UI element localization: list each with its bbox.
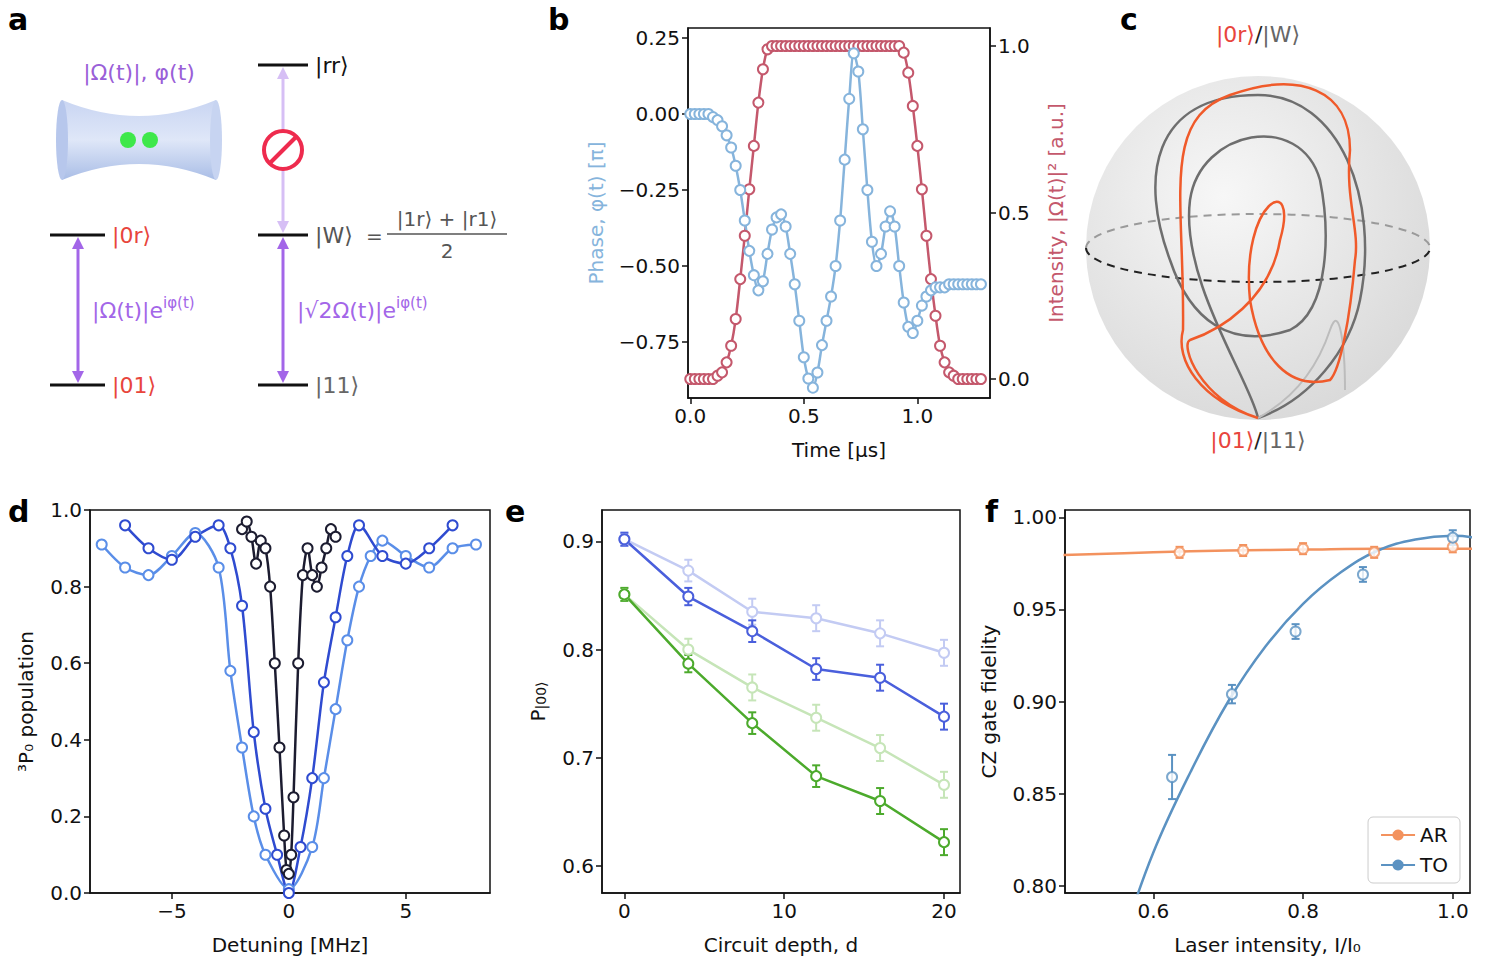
svg-text:0.8: 0.8 [50,575,82,599]
svg-text:Laser intensity, I/I₀: Laser intensity, I/I₀ [1174,933,1361,957]
svg-text:Circuit depth, d: Circuit depth, d [704,933,858,957]
svg-text:−5: −5 [157,899,186,923]
svg-text:Intensity, |Ω(t)|² [a.u.]: Intensity, |Ω(t)|² [a.u.] [1044,103,1068,323]
svg-text:0.5: 0.5 [998,201,1030,225]
svg-text:Time [μs]: Time [μs] [791,438,886,462]
svg-text:P: P [526,709,550,721]
svg-text:0.0: 0.0 [50,881,82,905]
svg-text:|11⟩: |11⟩ [315,373,359,399]
svg-text:|0r⟩/|W⟩: |0r⟩/|W⟩ [1216,22,1300,48]
svg-text:e: e [505,494,525,529]
svg-text:1.0: 1.0 [998,34,1030,58]
svg-text:b: b [548,2,569,37]
svg-text:|√2Ω(t)|eiφ(t): |√2Ω(t)|eiφ(t) [297,294,428,324]
svg-text:−0.25: −0.25 [619,178,680,202]
svg-text:0: 0 [282,899,295,923]
svg-text:0.0: 0.0 [998,367,1030,391]
svg-text:a: a [8,2,28,37]
svg-text:0.2: 0.2 [50,804,82,828]
svg-text:5: 5 [399,899,412,923]
svg-text:0.90: 0.90 [1012,690,1057,714]
svg-text:1.0: 1.0 [50,498,82,522]
svg-text:|Ω(t)|, φ(t): |Ω(t)|, φ(t) [83,60,195,86]
svg-text:0.8: 0.8 [1287,899,1319,923]
svg-text:0.95: 0.95 [1012,597,1057,621]
svg-text:d: d [8,494,29,529]
svg-text:0.9: 0.9 [562,529,594,553]
svg-text:0.85: 0.85 [1012,782,1057,806]
svg-text:0.4: 0.4 [50,728,82,752]
svg-text:³P₀ population: ³P₀ population [14,631,38,772]
svg-text:|rr⟩: |rr⟩ [315,53,349,79]
svg-text:0.5: 0.5 [788,404,820,428]
svg-text:0.25: 0.25 [635,26,680,50]
svg-text:−0.50: −0.50 [619,254,680,278]
svg-text:0.8: 0.8 [562,638,594,662]
svg-text:20: 20 [931,899,956,923]
svg-text:=: = [366,224,383,248]
svg-text:|1r⟩ + |r1⟩: |1r⟩ + |r1⟩ [397,207,497,231]
svg-text:1.0: 1.0 [901,404,933,428]
svg-text:0.0: 0.0 [674,404,706,428]
svg-text:|Ω(t)|eiφ(t): |Ω(t)|eiφ(t) [92,294,195,324]
svg-text:|W⟩: |W⟩ [315,223,353,249]
svg-text:0.80: 0.80 [1012,874,1057,898]
svg-text:0.6: 0.6 [562,854,594,878]
svg-text:AR: AR [1420,823,1448,847]
svg-text:CZ gate fidelity: CZ gate fidelity [977,624,1001,778]
svg-text:2: 2 [441,239,454,263]
svg-text:10: 10 [771,899,796,923]
svg-text:|01⟩: |01⟩ [112,373,156,399]
svg-text:0.7: 0.7 [562,746,594,770]
svg-text:0.00: 0.00 [635,102,680,126]
svg-text:Detuning [MHz]: Detuning [MHz] [212,933,369,957]
svg-text:c: c [1120,2,1138,37]
svg-text:0.6: 0.6 [50,651,82,675]
svg-text:|0r⟩: |0r⟩ [112,223,151,249]
svg-text:0: 0 [618,899,631,923]
svg-text:f: f [985,494,999,529]
svg-text:TO: TO [1419,853,1448,877]
svg-text:1.00: 1.00 [1012,505,1057,529]
svg-text:−0.75: −0.75 [619,330,680,354]
svg-text:0.6: 0.6 [1137,899,1169,923]
svg-text:Phase, φ(t) [π]: Phase, φ(t) [π] [584,141,608,284]
svg-text:|01⟩/|11⟩: |01⟩/|11⟩ [1210,428,1305,454]
svg-text:1.0: 1.0 [1437,899,1469,923]
svg-text:|00⟩: |00⟩ [533,681,550,709]
